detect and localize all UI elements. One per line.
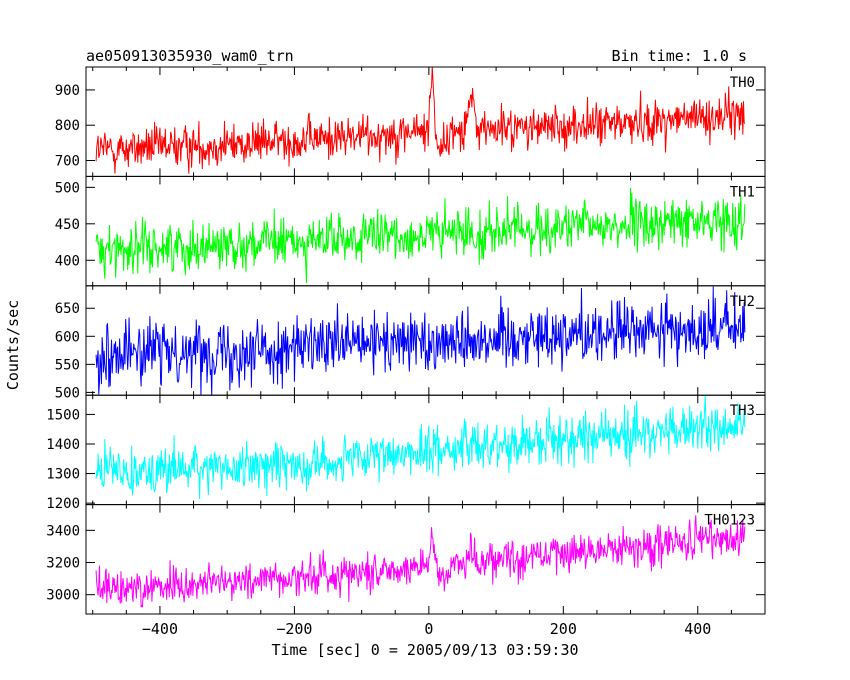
y-tick-label: 700: [55, 154, 80, 170]
x-tick-label: −200: [276, 620, 312, 638]
panel-stack: 700 800 900 TH0 400 450 500 TH1 500 550 600 650 TH2 1…: [46, 66, 766, 615]
y-tick-label: 900: [55, 83, 80, 99]
y-tick-label: 1500: [46, 407, 80, 423]
x-tick-label: 0: [424, 620, 433, 638]
bin-time-label: Bin time: 1.0 s: [612, 47, 747, 65]
y-tick-label: 1400: [46, 437, 80, 453]
panel-th2: 500 550 600 650 TH2: [55, 285, 766, 401]
panel-label-th0123: TH0123: [704, 513, 755, 529]
panel-label-th3: TH3: [730, 403, 755, 419]
panel-label-th2: TH2: [730, 294, 755, 310]
x-tick-label: 200: [550, 620, 577, 638]
y-tick-label: 3000: [46, 588, 80, 604]
y-tick-label: 3400: [46, 523, 80, 539]
chart-title: ae050913035930_wam0_trn: [86, 47, 294, 65]
panel-frame-th0123: [85, 504, 766, 615]
y-tick-label: 500: [55, 180, 80, 196]
panel-th0123: 3000 3200 3400 TH0123: [46, 504, 766, 615]
x-axis: −400 −200 0 200 400: [142, 620, 711, 638]
y-tick-label: 550: [55, 357, 80, 373]
y-tick-label: 1300: [46, 467, 80, 483]
panel-label-th0: TH0: [730, 75, 755, 91]
y-tick-label: 1200: [46, 496, 80, 512]
series-line-th0: [95, 67, 746, 174]
y-tick-label: 450: [55, 217, 80, 233]
x-axis-label: Time [sec] 0 = 2005/09/13 03:59:30: [271, 641, 578, 659]
panel-th3: 1200 1300 1400 1500 TH3: [46, 394, 766, 512]
y-axis-label: Counts/sec: [4, 300, 22, 390]
panel-th1: 400 450 500 TH1: [55, 175, 766, 287]
x-tick-label: 400: [684, 620, 711, 638]
x-tick-label: −400: [142, 620, 178, 638]
y-tick-label: 600: [55, 329, 80, 345]
panel-label-th1: TH1: [730, 184, 755, 200]
panel-th0: 700 800 900 TH0: [55, 66, 766, 177]
y-tick-label: 400: [55, 253, 80, 269]
y-tick-label: 800: [55, 118, 80, 134]
y-tick-label: 500: [55, 385, 80, 401]
y-tick-label: 650: [55, 301, 80, 317]
series-line-th0123: [95, 515, 746, 608]
series-line-th3: [95, 395, 746, 500]
series-line-th2: [95, 286, 746, 396]
y-tick-label: 3200: [46, 556, 80, 572]
panel-frame-th1: [85, 175, 766, 287]
series-line-th1: [95, 187, 746, 284]
